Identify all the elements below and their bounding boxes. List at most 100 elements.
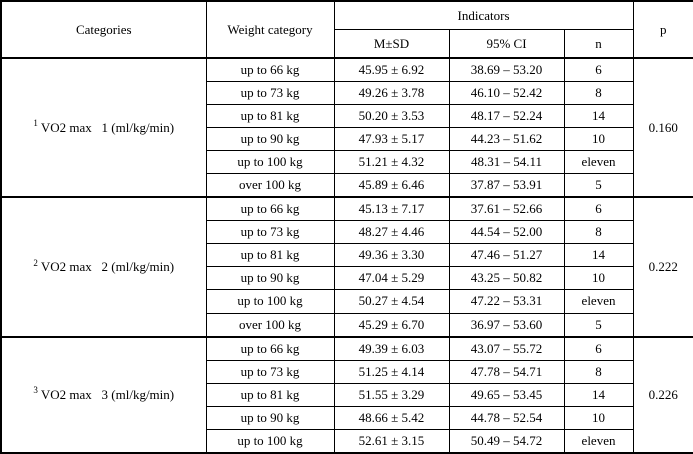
n-cell: 5 [563,173,634,198]
ci-cell: 44.23 – 51.62 [448,127,565,152]
ci-cell: 48.31 – 54.11 [448,150,565,175]
weight-cell: up to 100 kg [205,150,335,175]
category-superscript: 1 [33,118,38,129]
weight-cell: up to 73 kg [205,359,335,384]
category-cell-vo2max-3: 3 VO2 max 3 (ml/kg/min) [0,335,207,454]
table-row: up to 81 kg 49.36 ± 3.30 47.46 – 51.27 1… [1,243,693,268]
msd-cell: 51.55 ± 3.29 [333,382,450,407]
msd-cell: 51.21 ± 4.32 [333,150,450,175]
weight-cell: over 100 kg [205,312,335,338]
n-cell: 8 [563,359,634,384]
n-cell: 10 [563,266,634,291]
n-cell: 14 [563,243,634,268]
weight-cell: up to 90 kg [205,405,335,430]
p-value-cell: 0.160 [632,56,693,198]
msd-cell: 45.13 ± 7.17 [333,196,450,222]
msd-cell: 52.61 ± 3.15 [333,428,450,454]
category-label: VO2 max 1 (ml/kg/min) [40,119,175,135]
header-row-top: Categories Weight category Indicators p [0,0,693,59]
weight-cell: up to 100 kg [205,289,335,314]
n-cell: 5 [563,312,634,338]
weight-cell: up to 66 kg [205,335,335,361]
table-row: up to 73 kg 51.25 ± 4.14 47.78 – 54.71 8 [1,359,693,384]
ci-cell: 43.07 – 55.72 [448,335,565,361]
p-value-cell: 0.222 [632,196,693,338]
table-row: over 100 kg 45.89 ± 6.46 37.87 – 53.91 5 [1,173,693,198]
table-row: 3 VO2 max 3 (ml/kg/min) up to 66 kg 49.39… [0,335,693,454]
msd-cell: 49.36 ± 3.30 [333,243,450,268]
ci-cell: 50.49 – 54.72 [448,428,565,454]
category-superscript: 3 [33,385,38,396]
category-cell-vo2max-2: 2 VO2 max 2 (ml/kg/min) [0,196,207,338]
table-row: up to 90 kg 48.66 ± 5.42 44.78 – 52.54 1… [1,405,693,430]
table-row: up to 100 kg 50.27 ± 4.54 47.22 – 53.31 … [1,289,693,314]
msd-cell: 49.39 ± 6.03 [333,335,450,361]
msd-cell: 47.93 ± 5.17 [333,127,450,152]
msd-cell: 48.66 ± 5.42 [333,405,450,430]
ci-cell: 38.69 – 53.20 [448,57,565,83]
ci-cell: 37.61 – 52.66 [448,196,565,222]
n-cell: 14 [563,382,634,407]
msd-cell: 45.95 ± 6.92 [333,57,450,83]
weight-cell: over 100 kg [205,173,335,198]
category-cell-vo2max-1: 1 VO2 max 1 (ml/kg/min) [0,56,207,198]
ci-cell: 44.54 – 52.00 [448,220,565,245]
weight-cell: up to 66 kg [205,57,335,83]
n-cell: eleven [563,428,634,454]
table-row: up to 90 kg 47.93 ± 5.17 44.23 – 51.62 1… [1,127,693,152]
weight-cell: up to 81 kg [205,382,335,407]
weight-cell: up to 73 kg [205,220,335,245]
table-row: up to 100 kg 51.21 ± 4.32 48.31 – 54.11 … [1,150,693,175]
n-cell: 10 [563,127,634,152]
n-cell: 14 [563,104,634,129]
msd-cell: 51.25 ± 4.14 [333,359,450,384]
table-row: 2 VO2 max 2 (ml/kg/min) up to 66 kg 45.13… [0,196,693,338]
category-label: VO2 max 2 (ml/kg/min) [40,258,175,274]
header-weight-category: Weight category [205,0,335,59]
ci-cell: 47.78 – 54.71 [448,359,565,384]
ci-cell: 47.46 – 51.27 [448,243,565,268]
table-row: up to 100 kg 52.61 ± 3.15 50.49 – 54.72 … [1,428,693,454]
msd-cell: 47.04 ± 5.29 [333,266,450,291]
weight-cell: up to 100 kg [205,428,335,454]
p-value-cell: 0.226 [632,335,693,454]
weight-cell: up to 90 kg [205,127,335,152]
header-p: p [632,0,693,59]
header-ci: 95% CI [448,29,565,59]
header-indicators: Indicators [333,0,634,30]
msd-cell: 50.20 ± 3.53 [333,104,450,129]
ci-cell: 44.78 – 52.54 [448,405,565,430]
n-cell: 6 [563,57,634,83]
ci-cell: 46.10 – 52.42 [448,81,565,106]
ci-cell: 49.65 – 53.45 [448,382,565,407]
ci-cell: 48.17 – 52.24 [448,104,565,129]
table-row: over 100 kg 45.29 ± 6.70 36.97 – 53.60 5 [1,312,693,338]
weight-cell: up to 66 kg [205,196,335,222]
msd-cell: 45.89 ± 6.46 [333,173,450,198]
ci-cell: 47.22 – 53.31 [448,289,565,314]
weight-cell: up to 73 kg [205,81,335,106]
msd-cell: 49.26 ± 3.78 [333,81,450,106]
weight-cell: up to 90 kg [205,266,335,291]
n-cell: eleven [563,289,634,314]
n-cell: 6 [563,196,634,222]
header-msd: M±SD [333,29,450,59]
header-n: n [563,29,634,59]
weight-cell: up to 81 kg [205,104,335,129]
n-cell: 8 [563,81,634,106]
header-categories: Categories [0,0,207,59]
weight-cell: up to 81 kg [205,243,335,268]
n-cell: 10 [563,405,634,430]
n-cell: eleven [563,150,634,175]
msd-cell: 48.27 ± 4.46 [333,220,450,245]
category-label: VO2 max 3 (ml/kg/min) [40,386,175,402]
table-row: 1 VO2 max 1 (ml/kg/min) up to 66 kg 45.95… [0,56,693,198]
msd-cell: 45.29 ± 6.70 [333,312,450,338]
ci-cell: 36.97 – 53.60 [448,312,565,338]
table-row: up to 73 kg 48.27 ± 4.46 44.54 – 52.00 8 [1,220,693,245]
category-superscript: 2 [33,257,38,268]
ci-cell: 43.25 – 50.82 [448,266,565,291]
n-cell: 8 [563,220,634,245]
header-row-sub: M±SD 95% CI n [1,29,693,59]
